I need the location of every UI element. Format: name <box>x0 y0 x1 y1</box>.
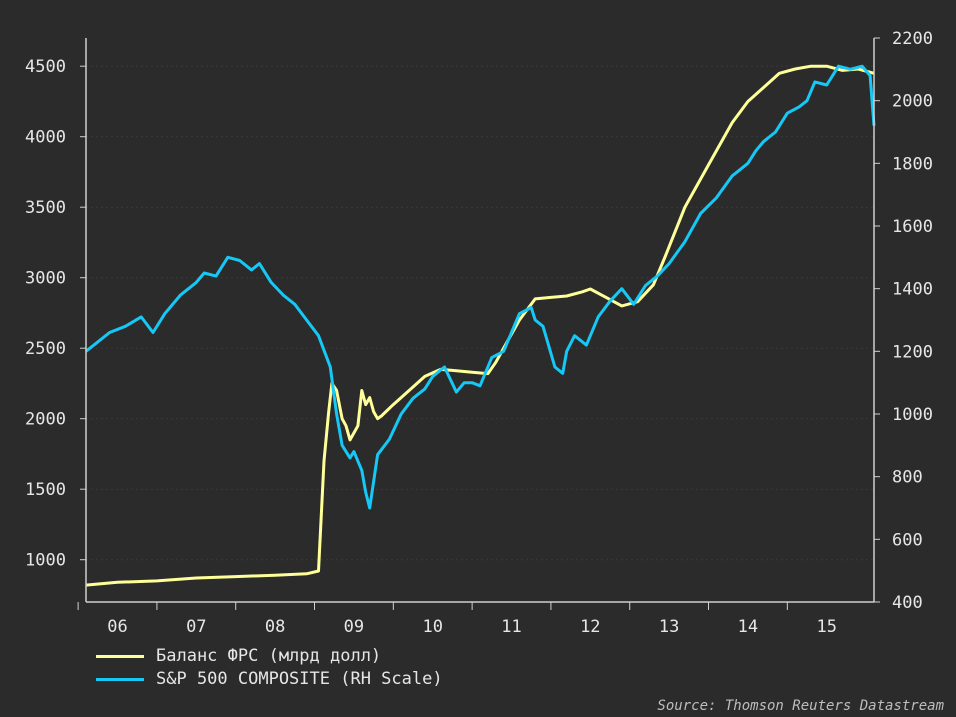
legend-swatch-fed <box>96 655 144 658</box>
y-right-tick-label: 1200 <box>892 342 933 362</box>
x-tick-label: 11 <box>501 617 521 637</box>
x-tick-label: 06 <box>107 617 127 637</box>
x-tick-label: 07 <box>186 617 206 637</box>
y-left-tick-label: 2500 <box>25 339 66 359</box>
legend-item-sp500: S&P 500 COMPOSITE (RH Scale) <box>96 668 443 691</box>
y-right-tick-label: 1600 <box>892 217 933 237</box>
y-left-tick-label: 3500 <box>25 198 66 218</box>
y-right-tick-label: 2000 <box>892 92 933 112</box>
y-right-tick-label: 400 <box>892 593 923 613</box>
legend: Баланс ФРС (млрд долл) S&P 500 COMPOSITE… <box>96 645 443 691</box>
legend-label-sp500: S&P 500 COMPOSITE (RH Scale) <box>156 669 443 689</box>
y-right-tick-label: 1800 <box>892 154 933 174</box>
y-right-tick-label: 1000 <box>892 405 933 425</box>
x-tick-label: 12 <box>580 617 600 637</box>
legend-item-fed: Баланс ФРС (млрд долл) <box>96 645 443 668</box>
y-right-tick-label: 600 <box>892 530 923 550</box>
y-right-tick-label: 800 <box>892 468 923 488</box>
y-left-tick-label: 4500 <box>25 57 66 77</box>
y-left-tick-label: 2000 <box>25 410 66 430</box>
x-tick-label: 09 <box>344 617 364 637</box>
y-left-tick-label: 3000 <box>25 269 66 289</box>
series-line-sp500 <box>85 64 876 510</box>
source-note: Source: Thomson Reuters Datastream <box>657 698 944 714</box>
series-layer <box>85 64 876 587</box>
y-left-tick-label: 1000 <box>25 551 66 571</box>
axes: 1000 1500 2000 2500 3000 3500 4000 4500 400 600 80… <box>25 29 933 637</box>
x-tick-label: 10 <box>422 617 442 637</box>
legend-swatch-sp500 <box>96 678 144 681</box>
x-tick-label: 08 <box>265 617 285 637</box>
y-left-tick-label: 1500 <box>25 480 66 500</box>
y-left-tick-label: 4000 <box>25 128 66 148</box>
x-tick-label: 14 <box>738 617 758 637</box>
series-line-fed <box>85 64 875 587</box>
x-tick-label: 13 <box>659 617 679 637</box>
x-tick-label: 15 <box>816 617 836 637</box>
gridlines <box>86 65 874 561</box>
y-right-tick-label: 1400 <box>892 280 933 300</box>
legend-label-fed: Баланс ФРС (млрд долл) <box>156 646 382 666</box>
y-right-tick-label: 2200 <box>892 29 933 49</box>
